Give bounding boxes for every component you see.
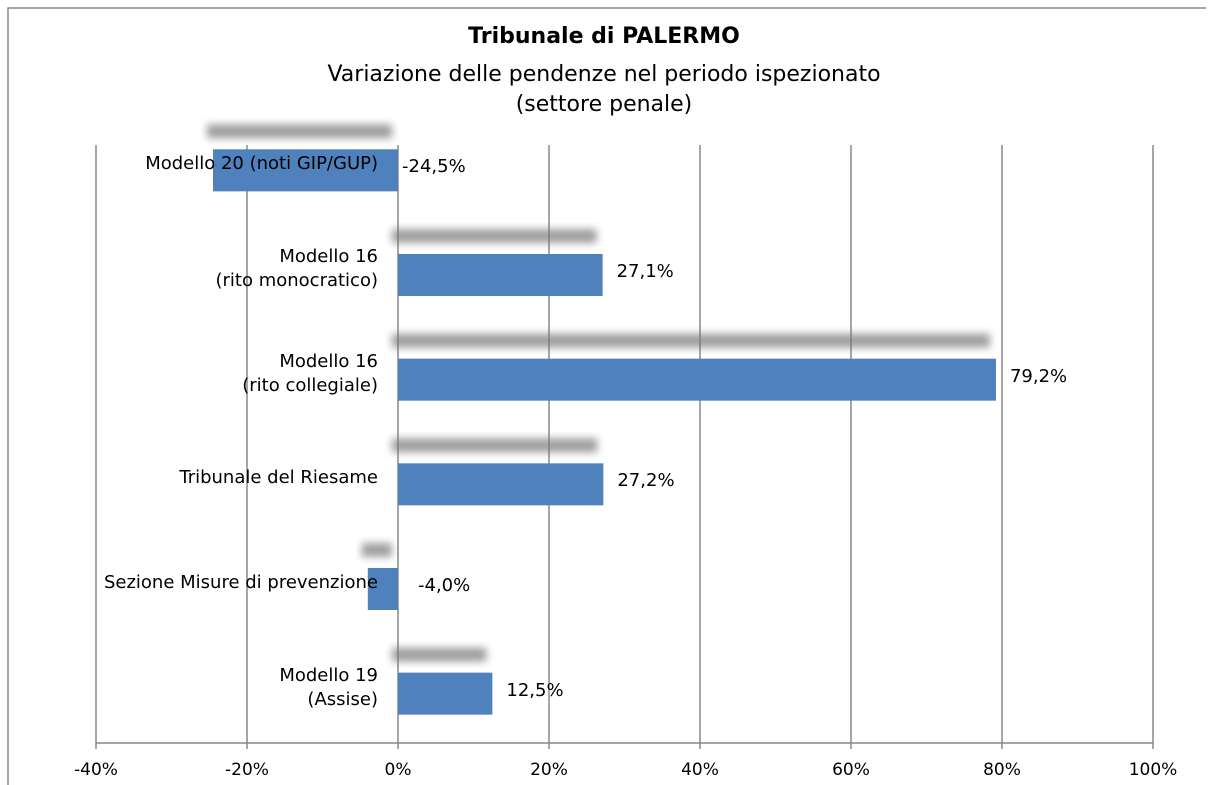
bar-shadow [392,438,598,453]
bar-shadow [361,543,392,557]
bar [213,149,398,192]
x-tick-label: 80% [983,760,1021,780]
bar-shadow [392,647,487,662]
value-label: -4,0% [418,575,471,596]
bar [398,358,996,401]
x-tick-label: 100% [1128,760,1178,780]
x-tick-label: 20% [530,760,568,780]
category-label: Sezione Misure di prevenzione [103,572,378,593]
value-label: 79,2% [1009,365,1068,387]
category-label: Modello 16 (rito collegiale) [242,350,378,396]
bar [398,254,603,296]
x-tick-label: 60% [832,760,870,780]
bar [398,463,604,506]
x-tick-label: -40% [74,760,118,780]
category-label: Modello 20 (noti GIP/GUP) [145,153,378,175]
value-label: 27,1% [616,261,674,282]
value-label: -24,5% [402,156,466,178]
bar [398,672,493,715]
chart-title: Tribunale di PALERMO [468,24,740,49]
bar [367,568,398,610]
bar-shadow [207,124,392,139]
category-label: Modello 19 (Assise) [279,664,378,710]
chart-border [7,7,1206,785]
category-label: Tribunale del Riesame [179,467,378,489]
value-label: 27,2% [617,470,675,492]
x-tick-label: 40% [681,760,719,780]
bar-shadow [392,229,597,243]
chart-subtitle: Variazione delle pendenze nel periodo is… [327,62,881,117]
x-tick-label: -20% [225,760,269,780]
value-label: 12,5% [506,679,564,701]
bar-shadow [392,333,990,348]
x-tick-label: 0% [384,760,412,780]
category-label: Modello 16 (rito monocratico) [215,246,378,291]
